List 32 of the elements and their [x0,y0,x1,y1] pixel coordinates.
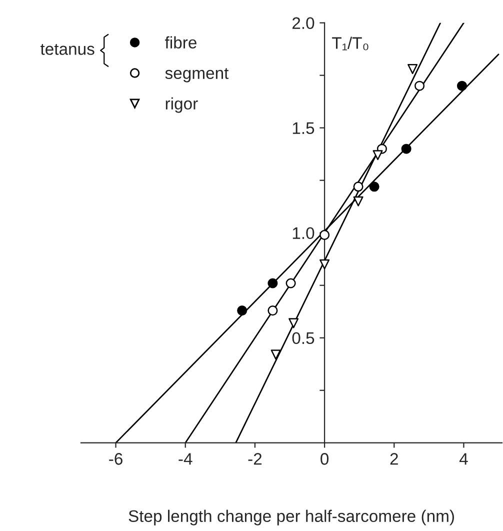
legend-label: fibre [165,36,196,48]
point [286,278,296,288]
point [320,230,330,240]
legend-label: segment [165,68,229,82]
y-tick-label: 1.0 [292,227,314,240]
x-axis-title: Step length change per half-sarcomere (nm) [128,510,454,526]
point [408,64,418,74]
x-tick-label: 2 [390,453,398,465]
y-tick-label: 0.5 [292,332,314,344]
point [268,306,278,316]
annotation: tetanus [40,44,94,55]
point [353,196,364,206]
y-tick-label: 2.0 [292,17,314,30]
point [320,259,330,270]
legend-label: rigor [166,97,198,113]
x-tick-label: -2 [248,453,262,465]
point [268,278,278,288]
x-tick-label: 4 [459,453,468,465]
x-tick-label: -4 [178,453,192,465]
point [456,80,467,91]
x-tick-label: -6 [109,453,122,465]
point [353,182,364,192]
point [372,150,383,160]
y-axis-title: T₁/T₀ [332,36,368,50]
point [414,80,425,91]
point [401,144,412,154]
y-tick-label: 1.5 [292,122,314,134]
point [270,350,281,360]
point [288,318,299,328]
point [369,182,380,192]
x-tick-label: 0 [320,453,329,465]
point [237,306,248,316]
